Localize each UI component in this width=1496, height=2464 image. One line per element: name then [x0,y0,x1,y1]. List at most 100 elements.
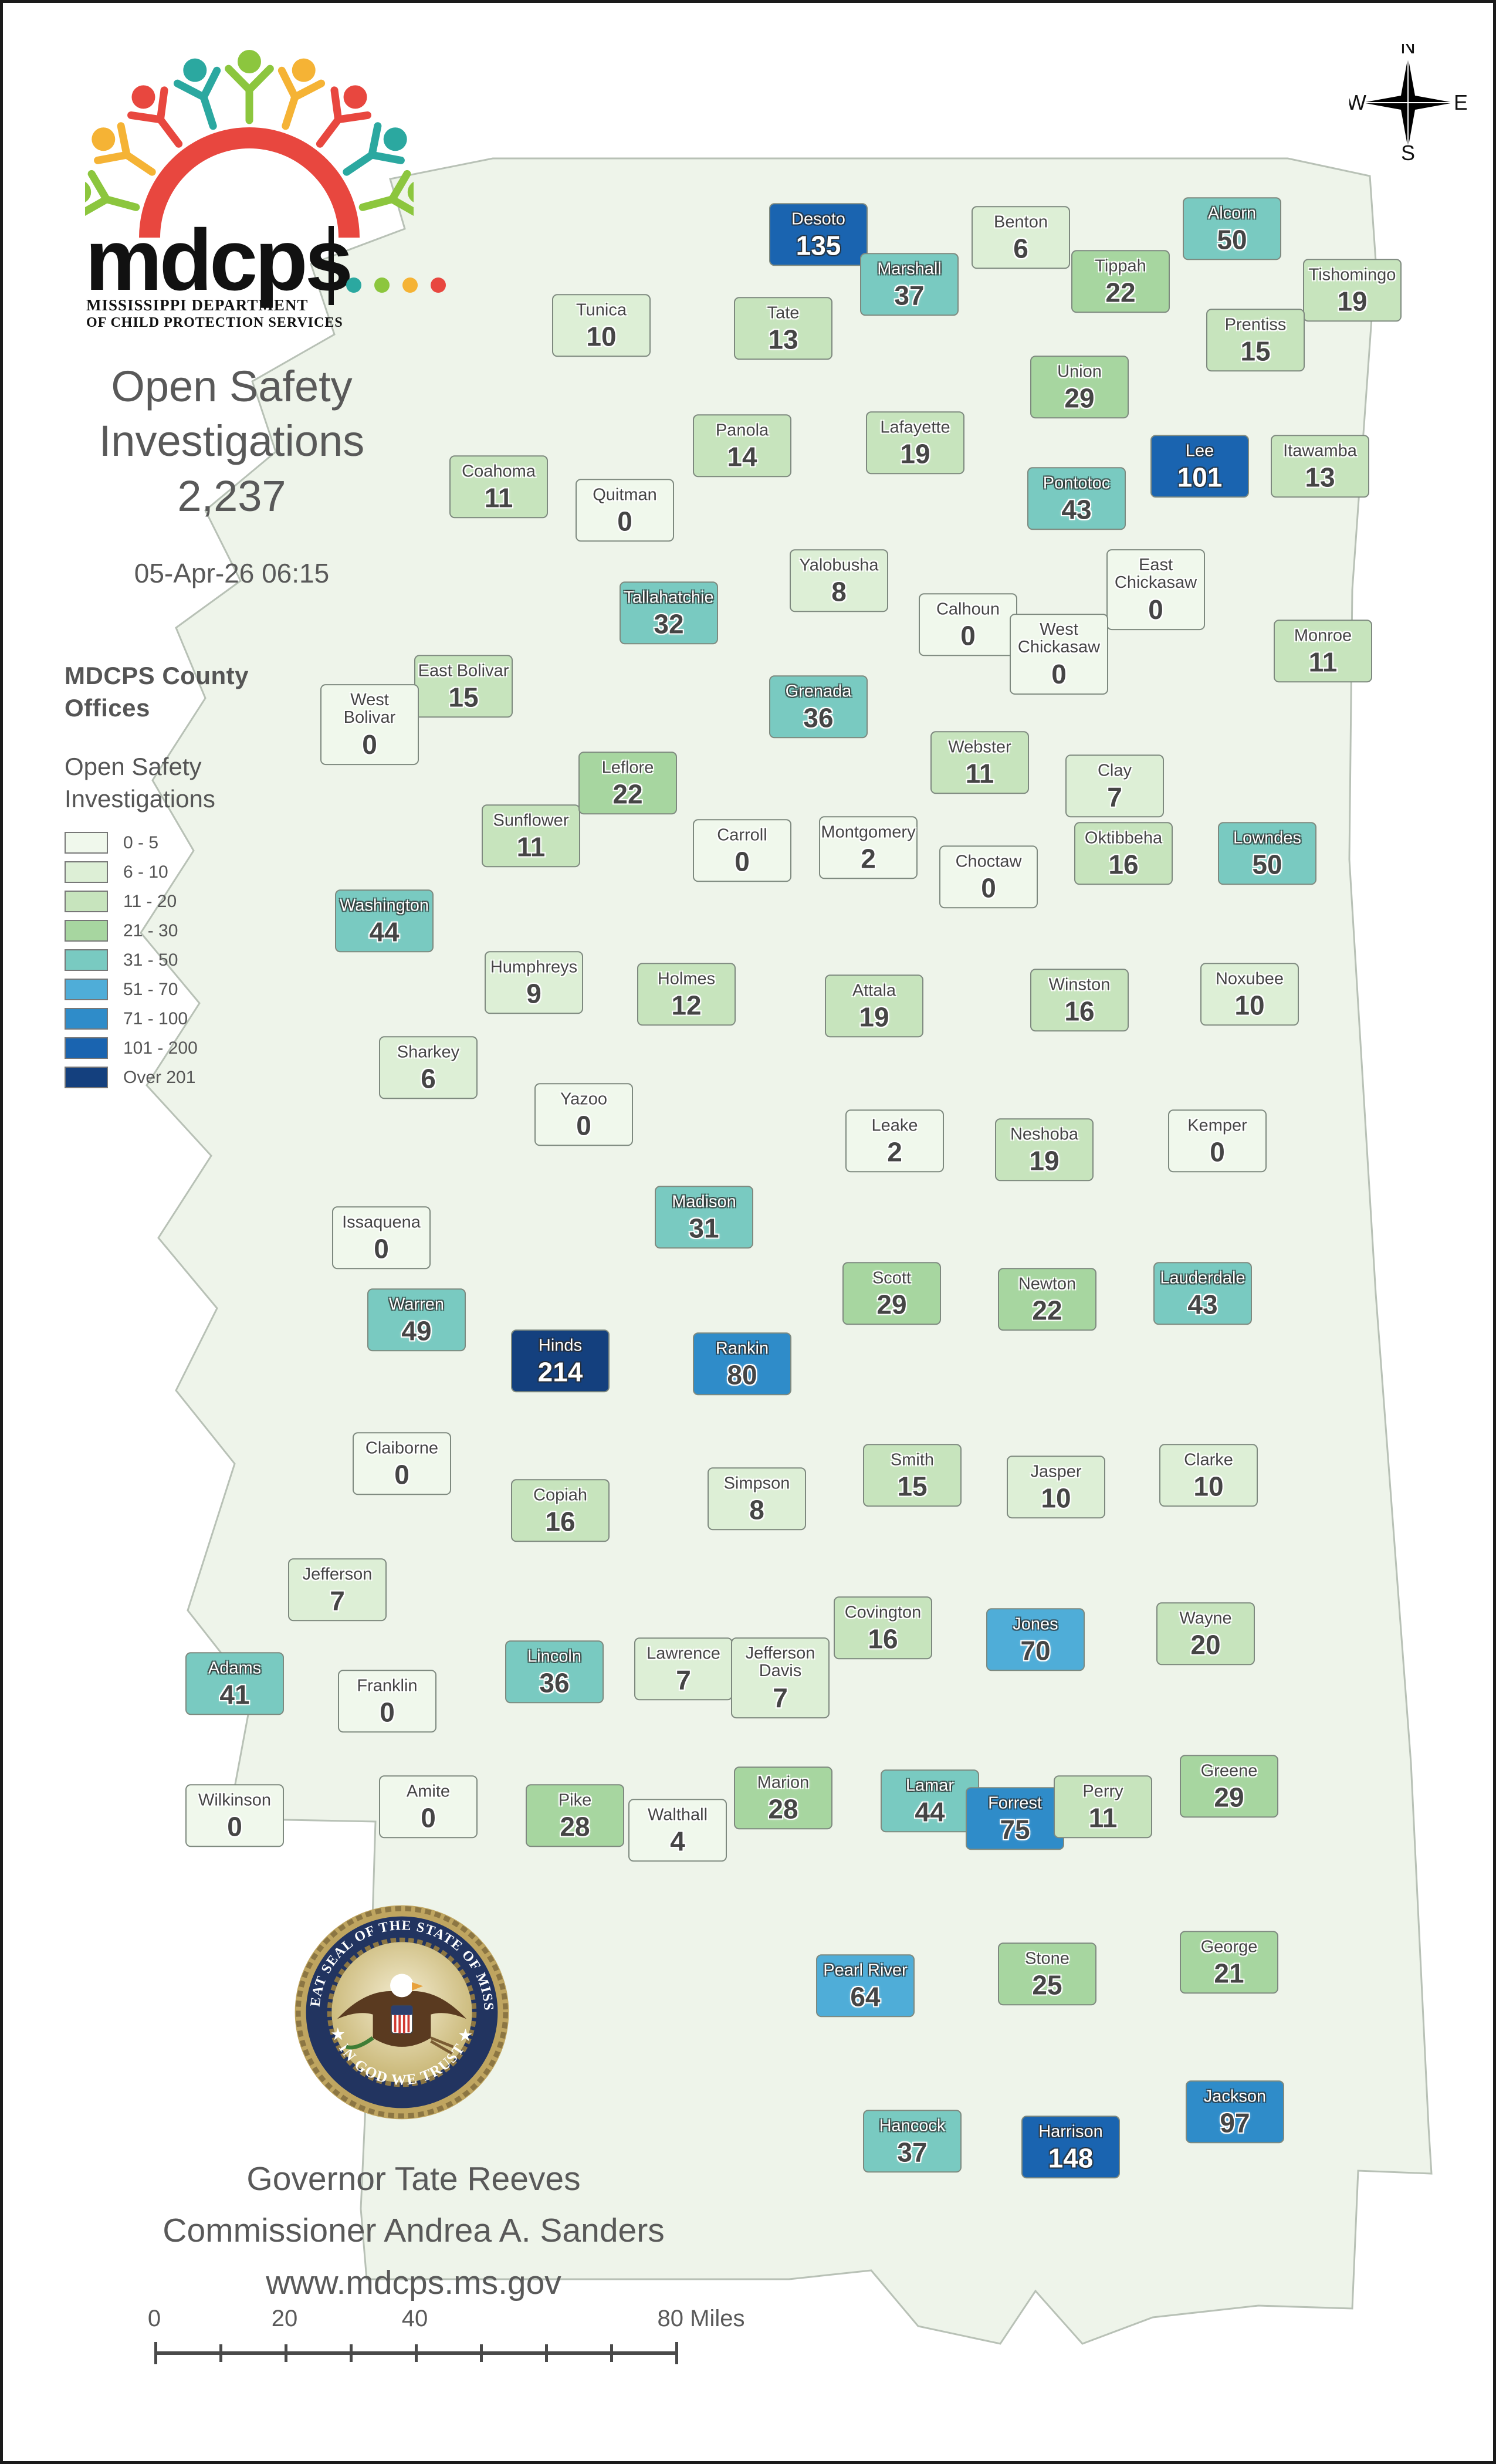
people-arc-icon [85,50,414,238]
county-value: 135 [796,230,841,261]
legend-offices-title: MDCPS County Offices [65,660,249,724]
legend-swatch [65,1067,108,1088]
county-name: East Bolivar [418,661,509,681]
scale-tick [610,2344,613,2362]
county-montgomery: Montgomery 2 [819,816,918,879]
county-name: Yazoo [560,1089,608,1109]
county-covington: Covington 16 [834,1596,932,1660]
county-clarke: Clarke 10 [1159,1444,1258,1507]
county-name: Rankin [715,1339,769,1358]
logo-wordmark: mdcps [85,212,353,309]
county-marshall: Marshall 37 [860,253,959,316]
scale-tick [415,2344,418,2362]
county-name: Newton [1018,1274,1077,1294]
county-value: 10 [1193,1471,1224,1502]
county-webster: Webster 11 [930,731,1029,794]
legend-swatch [65,1037,108,1059]
county-jasper: Jasper 10 [1007,1456,1105,1519]
county-name: Prentiss [1224,315,1287,334]
county-name: Lee [1185,441,1214,461]
county-value: 10 [586,321,617,352]
legend-row: 21 - 30 [65,920,198,942]
county-name: Pontotoc [1043,473,1111,493]
legend-swatch [65,891,108,912]
county-value: 32 [654,608,684,639]
county-value: 36 [539,1667,570,1698]
county-name: Claiborne [365,1439,439,1458]
county-coahoma: Coahoma 11 [449,455,548,519]
scale-label: 80 Miles [657,2306,745,2331]
county-value: 0 [617,506,632,537]
county-jefferson-davis: Jefferson Davis 7 [731,1637,830,1718]
county-value: 0 [394,1459,409,1490]
county-name: Tate [767,303,800,323]
county-name: Quitman [593,485,657,505]
county-value: 22 [612,779,643,810]
county-name: Hancock [879,2116,946,2135]
county-name: Clay [1097,761,1132,780]
county-name: Wilkinson [198,1791,272,1810]
scale-tick [675,2342,678,2364]
county-value: 22 [1032,1295,1062,1326]
legend-class-label: 11 - 20 [123,891,177,911]
county-name: Tunica [576,300,627,320]
county-name: Coahoma [462,462,536,481]
page-title: Open Safety Investigations 2,237 [67,360,396,524]
county-name: Stone [1025,1949,1069,1968]
legend-title-line2: Investigations [65,784,215,813]
county-itawamba: Itawamba 13 [1271,435,1369,498]
county-layer: Desoto 135 Marshall 37 Benton 6 Tippah 22 Alcorn… [3,3,1493,2461]
county-value: 0 [576,1110,591,1141]
county-name: Amite [406,1782,451,1801]
county-name: Oktibbeha [1084,828,1163,848]
county-value: 44 [915,1796,945,1827]
county-name: Marshall [877,259,942,279]
county-jones: Jones 70 [986,1608,1085,1671]
legend-swatch [65,920,108,942]
county-value: 2 [861,843,876,874]
mississippi-state-seal: THE GREAT SEAL OF THE STATE OF MISSISSIP… [290,1901,509,2120]
county-pike: Pike 28 [526,1784,624,1847]
compass-n: N [1400,44,1416,58]
county-attala: Attala 19 [825,974,923,1038]
county-value: 13 [1305,462,1335,493]
county-lee: Lee 101 [1150,435,1249,498]
scale-label: 40 [401,2306,428,2331]
county-value: 0 [374,1233,389,1264]
county-value: 7 [330,1585,345,1616]
county-value: 21 [1214,1958,1244,1989]
county-value: 0 [735,846,750,877]
county-scott: Scott 29 [842,1262,941,1325]
county-name: Copiah [533,1485,587,1505]
county-value: 7 [676,1664,691,1695]
county-value: 19 [1029,1145,1060,1176]
county-name: Montgomery [821,823,916,842]
county-stone: Stone 25 [998,1942,1096,2006]
county-name: Jones [1013,1615,1058,1634]
scale-tick [219,2344,222,2362]
county-claiborne: Claiborne 0 [353,1432,451,1495]
county-name: Issaquena [342,1213,421,1232]
county-name: Humphreys [490,957,578,977]
title-line1: Open Safety [111,362,353,411]
county-value: 11 [484,482,513,513]
county-value: 15 [448,682,479,713]
county-value: 16 [1108,849,1139,880]
county-value: 97 [1220,2107,1250,2138]
legend-row: 0 - 5 [65,832,198,854]
county-name: Pearl River [823,1961,908,1980]
county-name: Jefferson Davis [745,1644,815,1681]
county-name: Noxubee [1215,969,1284,989]
legend-row: 51 - 70 [65,979,198,1000]
county-name: Hinds [538,1336,583,1355]
county-name: East Chickasaw [1114,556,1197,593]
county-name: Lafayette [880,418,950,437]
county-value: 4 [670,1826,685,1857]
county-name: Jackson [1203,2087,1267,2106]
county-name: Jasper [1030,1462,1082,1481]
county-name: Carroll [717,825,767,845]
county-name: Leflore [601,758,654,777]
county-name: Itawamba [1283,441,1357,461]
county-value: 9 [526,978,541,1009]
county-tishomingo: Tishomingo 19 [1303,259,1402,322]
